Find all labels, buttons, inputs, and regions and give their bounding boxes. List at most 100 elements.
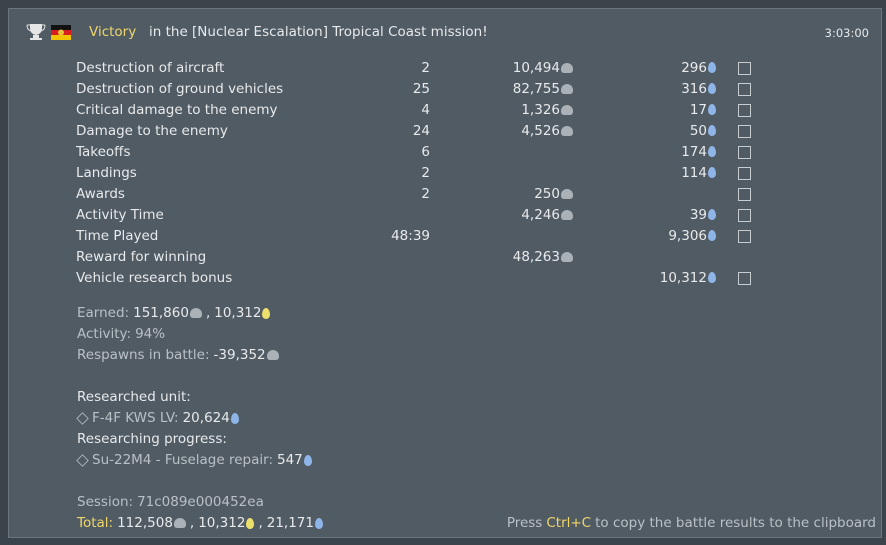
rp-icon — [708, 209, 716, 220]
value: 71c089e000452ea — [137, 494, 264, 510]
sl-icon — [173, 518, 186, 528]
separator: , — [258, 515, 263, 531]
help-button[interactable] — [738, 188, 751, 201]
value: 21,171 — [266, 515, 314, 531]
rp-icon — [315, 517, 323, 529]
row-name: Landings — [76, 165, 137, 181]
row-sl: 48,263 — [512, 249, 560, 265]
help-button[interactable] — [738, 167, 751, 180]
value: 10,312 — [214, 305, 262, 321]
row-rp: 316 — [681, 81, 707, 97]
unit-glyph — [76, 453, 89, 467]
progress-heading: Researching progress: — [77, 430, 231, 448]
sl-icon — [561, 126, 573, 136]
value: -39,352 — [213, 347, 266, 363]
rp-icon — [708, 125, 716, 136]
row-sl: 250 — [534, 186, 560, 202]
heading: Researched unit: — [77, 389, 191, 405]
results-panel — [8, 8, 882, 538]
rp-icon — [708, 167, 716, 178]
heading: Researching progress: — [77, 431, 227, 447]
rp-icon — [246, 517, 255, 529]
progress-line: Su-22M4 - Fuselage repair: 547 — [76, 451, 316, 469]
sl-icon — [561, 210, 573, 220]
separator: , — [205, 305, 211, 321]
row-sl: 1,326 — [521, 102, 560, 118]
row-count: 25 — [412, 81, 430, 97]
help-button[interactable] — [738, 104, 751, 117]
researched-unit-line: F-4F KWS LV: 20,624 — [76, 409, 243, 427]
battle-time: 3:03:00 — [824, 26, 869, 40]
row-name: Reward for winning — [76, 249, 207, 265]
row-count: 2 — [421, 60, 430, 76]
rp-icon — [708, 104, 716, 115]
rp-icon — [230, 412, 239, 424]
row-count: 2 — [421, 165, 430, 181]
label: Session: — [77, 494, 134, 510]
value: 151,860 — [133, 305, 189, 321]
help-button[interactable] — [738, 209, 751, 222]
sl-icon — [561, 189, 573, 199]
label: Activity: — [77, 326, 132, 342]
row-name: Awards — [76, 186, 125, 202]
help-button[interactable] — [738, 230, 751, 243]
help-button[interactable] — [738, 125, 751, 138]
hint-text: Press — [506, 515, 543, 531]
row-name: Destruction of aircraft — [76, 60, 225, 76]
session-line: Session: 71c089e000452ea — [77, 493, 268, 511]
rp-icon — [303, 454, 312, 466]
value: 20,624 — [182, 410, 230, 426]
sl-icon — [561, 252, 573, 262]
help-button[interactable] — [738, 62, 751, 75]
row-sl: 10,494 — [512, 60, 560, 76]
row-rp: 10,312 — [659, 270, 707, 286]
help-button[interactable] — [738, 146, 751, 159]
total-line: Total: 112,508, 10,312, 21,171 — [77, 514, 327, 532]
sl-icon — [561, 105, 573, 115]
rp-icon — [262, 307, 271, 319]
rp-icon — [708, 146, 716, 157]
row-rp: 296 — [681, 60, 707, 76]
row-name: Destruction of ground vehicles — [76, 81, 284, 97]
help-button[interactable] — [738, 272, 751, 285]
rp-icon — [708, 272, 716, 283]
row-count: 24 — [412, 123, 430, 139]
row-count: 6 — [421, 144, 430, 160]
hint-text: to copy the battle results to the clipbo… — [595, 515, 876, 531]
result-message: in the [Nuclear Escalation] Tropical Coa… — [149, 24, 488, 40]
unit-glyph — [76, 411, 89, 425]
value: 112,508 — [117, 515, 173, 531]
row-sl: 4,246 — [521, 207, 560, 223]
researched-heading: Researched unit: — [77, 388, 195, 406]
item: Su-22M4 - Fuselage repair: — [92, 452, 273, 468]
row-name: Vehicle research bonus — [76, 270, 233, 286]
result: Victory — [89, 24, 137, 40]
sl-icon — [561, 63, 573, 73]
label: Respawns in battle: — [77, 347, 210, 363]
separator: , — [189, 515, 195, 531]
row-rp: 174 — [681, 144, 707, 160]
value: 94% — [135, 326, 166, 342]
value: 10,312 — [198, 515, 246, 531]
earned-line: Earned: 151,860, 10,312 — [77, 304, 274, 322]
row-rp: 114 — [681, 165, 707, 181]
row-name: Takeoffs — [76, 144, 131, 160]
activity-line: Activity: 94% — [77, 325, 169, 343]
sl-icon — [561, 84, 573, 94]
row-sl: 82,755 — [512, 81, 560, 97]
label: Earned: — [77, 305, 130, 321]
help-button[interactable] — [738, 83, 751, 96]
row-count: 4 — [421, 102, 430, 118]
row-rp: 9,306 — [668, 228, 707, 244]
row-name: Activity Time — [76, 207, 164, 223]
label: Total: — [77, 515, 114, 531]
row-name: Time Played — [76, 228, 159, 244]
row-rp: 50 — [689, 123, 707, 139]
rp-icon — [708, 230, 716, 241]
header-icons — [26, 24, 71, 40]
hint-keys: Ctrl+C — [546, 515, 592, 531]
row-rp: 39 — [689, 207, 707, 223]
value: 547 — [277, 452, 303, 468]
row-sl: 4,526 — [521, 123, 560, 139]
respawns-line: Respawns in battle: -39,352 — [77, 346, 283, 364]
